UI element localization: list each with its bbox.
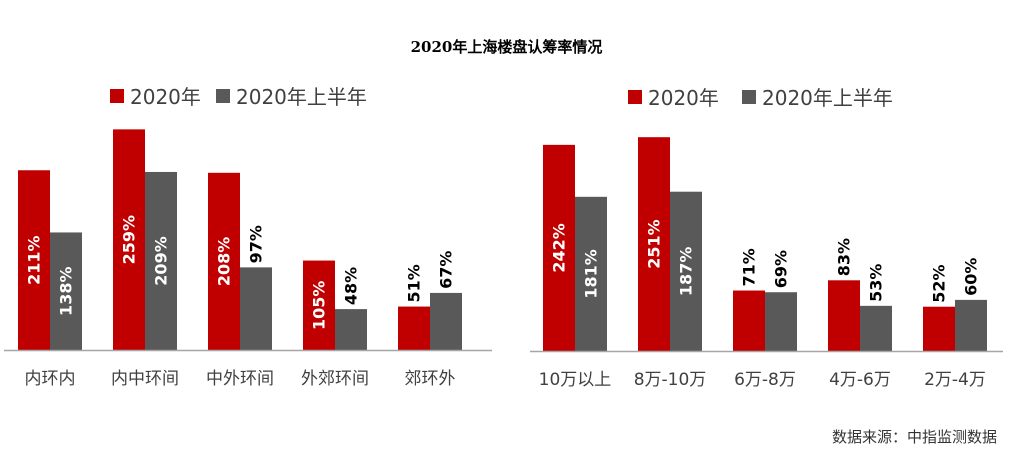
data-label-5-series-1: 51% <box>405 264 424 302</box>
bar-2-series-1 <box>113 129 145 350</box>
data-label-2-series-2: 187% <box>677 247 696 296</box>
data-label-3-series-2: 69% <box>772 250 791 288</box>
legend-label-2: 2020年上半年 <box>236 85 367 109</box>
data-label-2-series-1: 251% <box>645 219 664 268</box>
data-label-4-series-1: 105% <box>310 281 329 330</box>
category-label-5: 郊环外 <box>405 369 456 389</box>
data-label-4-series-1: 83% <box>835 238 854 276</box>
bar-4-series-1 <box>828 280 860 351</box>
category-label-4: 外郊环间 <box>301 369 369 389</box>
source-note: 数据来源：中指监测数据 <box>831 428 997 446</box>
bar-5-series-1 <box>923 306 955 351</box>
data-label-1-series-2: 181% <box>582 249 601 298</box>
bar-2-series-1 <box>638 137 670 351</box>
category-label-3: 6万-8万 <box>734 370 796 390</box>
category-label-3: 中外环间 <box>206 369 274 389</box>
category-label-2: 内中环间 <box>111 369 179 389</box>
data-label-1-series-1: 242% <box>550 223 569 272</box>
legend-swatch-2 <box>742 90 756 104</box>
legend-label-1: 2020年 <box>130 85 201 109</box>
data-label-5-series-2: 67% <box>437 251 456 289</box>
bar-5-series-2 <box>430 292 462 350</box>
bar-1-series-1 <box>18 170 50 350</box>
legend-swatch-1 <box>110 89 124 103</box>
bar-3-series-2 <box>240 267 272 350</box>
data-label-5-series-2: 60% <box>962 258 981 296</box>
bar-2-series-2 <box>145 171 177 350</box>
data-label-4-series-2: 53% <box>867 264 886 302</box>
bar-4-series-2 <box>860 305 892 351</box>
category-label-2: 8万-10万 <box>634 370 707 390</box>
data-label-1-series-2: 138% <box>57 267 76 316</box>
data-label-3-series-1: 71% <box>740 248 759 286</box>
bar-5-series-2 <box>955 299 987 351</box>
bar-1-series-1 <box>543 144 575 351</box>
data-label-3-series-2: 97% <box>247 225 266 263</box>
data-label-5-series-1: 52% <box>930 264 949 302</box>
bar-2-series-2 <box>670 191 702 351</box>
legend-label-2: 2020年上半年 <box>762 86 893 110</box>
category-label-4: 4万-6万 <box>829 370 891 390</box>
legend-label-1: 2020年 <box>648 86 719 110</box>
category-label-1: 10万以上 <box>539 370 612 390</box>
bar-3-series-1 <box>208 172 240 350</box>
data-label-2-series-1: 259% <box>120 215 139 264</box>
bar-1-series-2 <box>50 232 82 350</box>
legend-swatch-2 <box>216 89 230 103</box>
chart-title: 2020年上海楼盘认筹率情况 <box>410 38 603 56</box>
bar-4-series-2 <box>335 309 367 350</box>
legend-swatch-1 <box>628 90 642 104</box>
bar-4-series-1 <box>303 260 335 350</box>
data-label-2-series-2: 209% <box>152 236 171 285</box>
bar-3-series-1 <box>733 290 765 351</box>
bar-5-series-1 <box>398 306 430 350</box>
data-label-3-series-1: 208% <box>215 237 234 286</box>
data-label-4-series-2: 48% <box>342 267 361 305</box>
category-label-1: 内环内 <box>25 369 76 389</box>
data-label-1-series-1: 211% <box>25 235 44 284</box>
category-label-5: 2万-4万 <box>924 370 986 390</box>
bar-3-series-2 <box>765 292 797 351</box>
bar-1-series-2 <box>575 196 607 351</box>
